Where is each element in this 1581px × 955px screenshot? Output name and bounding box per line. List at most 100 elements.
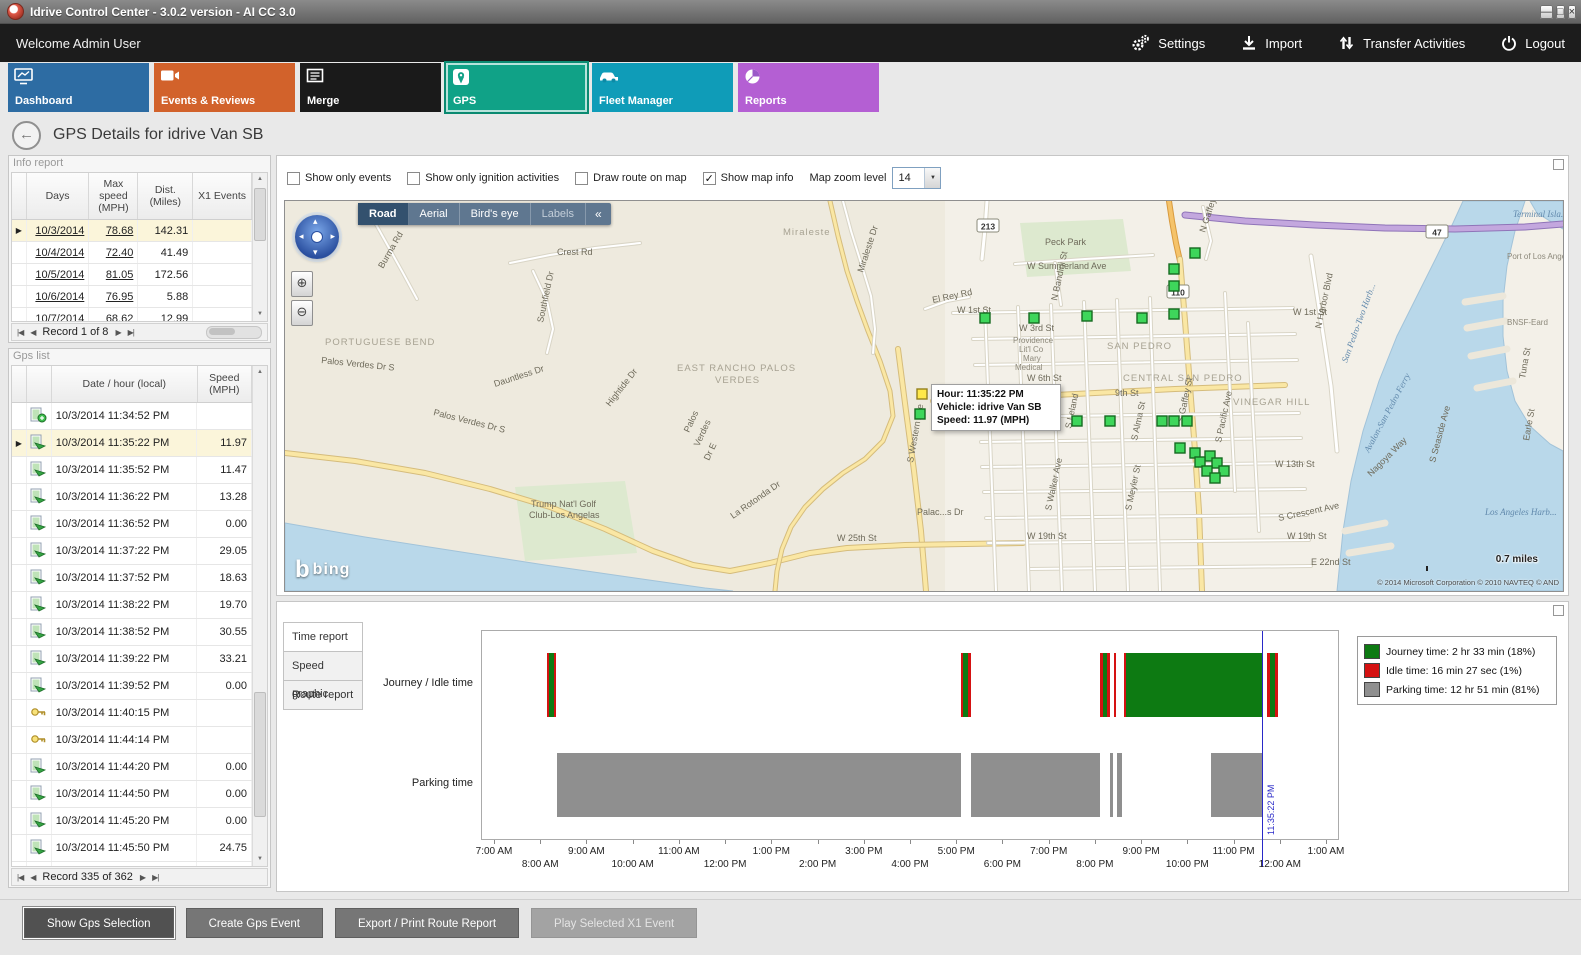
time-report-chart[interactable]: 11:35:22 PM: [481, 630, 1339, 867]
gps-marker[interactable]: [1174, 442, 1186, 454]
import-button[interactable]: Import: [1241, 35, 1302, 51]
gps-column-header[interactable]: Date / hour (local): [52, 366, 198, 402]
scroll-thumb[interactable]: [254, 188, 266, 242]
tab-merge[interactable]: Merge: [300, 63, 441, 112]
gps-marker[interactable]: [1211, 457, 1223, 469]
gps-marker[interactable]: [1028, 312, 1040, 324]
gps-marker[interactable]: [1201, 465, 1213, 477]
gps-list-row[interactable]: 10/3/2014 11:39:52 PM 0.00: [12, 673, 252, 700]
info-report-row[interactable]: 10/7/2014 68.62 12.99: [12, 308, 252, 321]
gps-marker[interactable]: [979, 312, 991, 324]
day-link[interactable]: 10/5/2014: [35, 268, 85, 281]
settings-button[interactable]: Settings: [1131, 34, 1205, 52]
show-gps-selection-button[interactable]: Show Gps Selection: [24, 908, 174, 938]
pan-left-icon[interactable]: ◂: [299, 231, 304, 241]
max-speed-link[interactable]: 72.40: [105, 246, 134, 259]
gps-list-row[interactable]: 10/3/2014 11:38:52 PM 30.55: [12, 619, 252, 646]
pan-up-icon[interactable]: ▴: [313, 216, 318, 226]
gps-list-row[interactable]: 10/3/2014 11:37:22 PM 29.05: [12, 538, 252, 565]
map-style-aerial[interactable]: Aerial: [409, 203, 460, 225]
last-record-button[interactable]: ▶|: [127, 327, 135, 337]
chart-tab-time-report[interactable]: Time report: [283, 622, 363, 652]
info-column-header[interactable]: Max speed (MPH): [89, 173, 139, 219]
info-report-row[interactable]: ▶ 10/3/2014 78.68 142.31: [12, 220, 252, 242]
info-report-table[interactable]: Days Max speed (MPH) Dist. (Miles) X1 Event…: [11, 172, 268, 322]
chart-panel-maximize-icon[interactable]: [1553, 605, 1564, 616]
map-zoom-out-button[interactable]: ⊖: [291, 300, 313, 326]
gps-record-navigator[interactable]: |◀ ◀ Record 335 of 362 ▶ ▶|: [11, 868, 268, 886]
gps-list-row[interactable]: 10/3/2014 11:44:50 PM 0.00: [12, 781, 252, 808]
create-gps-event-button[interactable]: Create Gps Event: [185, 908, 323, 938]
tab-reports[interactable]: Reports: [738, 63, 879, 112]
gps-list-row[interactable]: 10/3/2014 11:37:52 PM 18.63: [12, 565, 252, 592]
checkbox-icon[interactable]: [575, 171, 589, 185]
pan-right-icon[interactable]: ▸: [330, 231, 335, 241]
gps-marker[interactable]: [1168, 308, 1180, 320]
info-report-row[interactable]: 10/5/2014 81.05 172.56: [12, 264, 252, 286]
checkbox-show-map-info[interactable]: ✓ Show map info: [702, 171, 793, 185]
gps-list-row[interactable]: 10/3/2014 11:35:52 PM 11.47: [12, 457, 252, 484]
map[interactable]: Miraleste Peck Park W Summerland Ave Crest …: [284, 200, 1564, 592]
map-zoom-in-button[interactable]: ⊕: [291, 271, 313, 297]
gps-marker[interactable]: [1104, 415, 1116, 427]
gps-list-row[interactable]: 10/3/2014 11:44:20 PM 0.00: [12, 754, 252, 781]
info-report-row[interactable]: 10/6/2014 76.95 5.88: [12, 286, 252, 308]
chevron-down-icon[interactable]: ▼: [924, 168, 941, 188]
gps-list-row[interactable]: 10/3/2014 11:44:14 PM: [12, 727, 252, 754]
map-pan-control[interactable]: ▴ ▾ ◂ ▸: [295, 215, 339, 259]
gps-list-row[interactable]: 10/3/2014 11:34:52 PM: [12, 403, 252, 430]
gps-marker[interactable]: [1204, 450, 1216, 462]
close-button[interactable]: ×: [1567, 4, 1576, 19]
info-record-navigator[interactable]: |◀ ◀ Record 1 of 8 ▶ ▶|: [11, 323, 268, 341]
pan-center-icon[interactable]: [311, 231, 323, 243]
info-column-header[interactable]: X1 Events: [193, 173, 252, 219]
max-speed-link[interactable]: 78.68: [105, 224, 134, 237]
gps-marker-selected[interactable]: [916, 388, 928, 400]
minimize-button[interactable]: —: [1539, 4, 1553, 19]
tab-fleet[interactable]: Fleet Manager: [592, 63, 733, 112]
horizontal-scrollbar[interactable]: [206, 325, 262, 339]
scroll-up-icon[interactable]: ▲: [257, 369, 263, 375]
gps-marker[interactable]: [1194, 456, 1206, 468]
gps-list-row[interactable]: 10/3/2014 11:36:52 PM 0.00: [12, 511, 252, 538]
info-scrollbar[interactable]: ▲ ▼: [252, 173, 267, 321]
scroll-down-icon[interactable]: ▼: [257, 856, 263, 862]
time-cursor-line[interactable]: [1261, 631, 1263, 867]
scroll-up-icon[interactable]: ▲: [257, 176, 263, 182]
chart-tab-route-report[interactable]: Route report: [283, 680, 363, 710]
transfer-button[interactable]: Transfer Activities: [1338, 35, 1465, 51]
gps-column-header[interactable]: Speed (MPH): [198, 366, 252, 402]
export-print-route-report-button[interactable]: Export / Print Route Report: [334, 908, 520, 938]
map-style-road[interactable]: Road: [358, 203, 409, 225]
gps-marker[interactable]: [1189, 247, 1201, 259]
day-link[interactable]: 10/3/2014: [35, 224, 85, 237]
checkbox-icon[interactable]: ✓: [702, 171, 716, 185]
gps-marker[interactable]: [1156, 415, 1168, 427]
gps-marker[interactable]: [1136, 312, 1148, 324]
gps-marker[interactable]: [1168, 415, 1180, 427]
map-panel-maximize-icon[interactable]: [1553, 159, 1564, 170]
max-speed-link[interactable]: 81.05: [105, 268, 134, 281]
checkbox-show-only-ignition-activities[interactable]: Show only ignition activities: [407, 171, 559, 185]
scroll-down-icon[interactable]: ▼: [257, 311, 263, 317]
gps-list-row[interactable]: 10/3/2014 11:36:22 PM 13.28: [12, 484, 252, 511]
pan-down-icon[interactable]: ▾: [313, 247, 318, 257]
maximize-button[interactable]: □: [1555, 4, 1565, 19]
info-column-header[interactable]: [12, 173, 27, 219]
gps-marker[interactable]: [1168, 280, 1180, 292]
map-style-collapse-button[interactable]: «: [595, 207, 602, 221]
gps-marker[interactable]: [1181, 415, 1193, 427]
scroll-thumb[interactable]: [254, 691, 266, 818]
first-record-button[interactable]: |◀: [17, 872, 24, 882]
gps-list-row[interactable]: 10/3/2014 11:45:20 PM 0.00: [12, 808, 252, 835]
day-link[interactable]: 10/6/2014: [35, 290, 85, 303]
checkbox-icon[interactable]: [407, 171, 421, 185]
gps-scrollbar[interactable]: ▲ ▼: [252, 366, 267, 866]
next-record-button[interactable]: ▶: [139, 872, 146, 882]
info-column-header[interactable]: Dist. (Miles): [138, 173, 194, 219]
logout-button[interactable]: Logout: [1501, 35, 1565, 51]
map-style-bird-s-eye[interactable]: Bird's eye: [460, 203, 531, 225]
prev-record-button[interactable]: ◀: [30, 872, 36, 882]
gps-list-row[interactable]: ▶ 10/3/2014 11:35:22 PM 11.97: [12, 430, 252, 457]
gps-marker[interactable]: [1168, 263, 1180, 275]
